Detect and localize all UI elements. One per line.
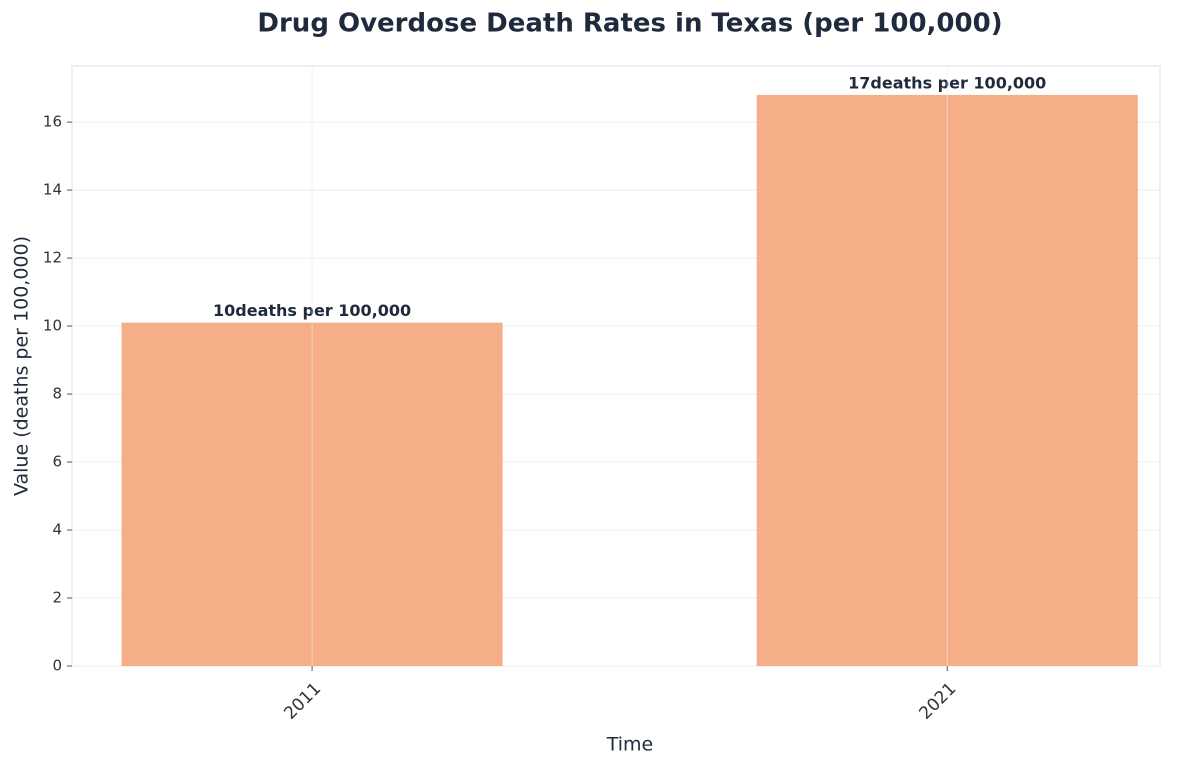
y-tick-label: 8	[52, 385, 62, 403]
x-tick-label: 2011	[280, 679, 325, 724]
y-tick-label: 0	[52, 657, 62, 675]
x-axis-label: Time	[606, 734, 654, 756]
chart-title: Drug Overdose Death Rates in Texas (per …	[257, 9, 1002, 39]
y-tick-label: 14	[43, 181, 62, 199]
y-tick-label: 4	[52, 521, 62, 539]
y-tick-label: 16	[43, 113, 62, 131]
y-tick-label: 2	[52, 589, 62, 607]
y-tick-label: 12	[43, 249, 62, 267]
y-axis-label: Value (deaths per 100,000)	[11, 236, 33, 496]
x-tick-label: 2021	[916, 679, 961, 724]
y-tick-label: 10	[43, 317, 62, 335]
y-tick-label: 6	[52, 453, 62, 471]
